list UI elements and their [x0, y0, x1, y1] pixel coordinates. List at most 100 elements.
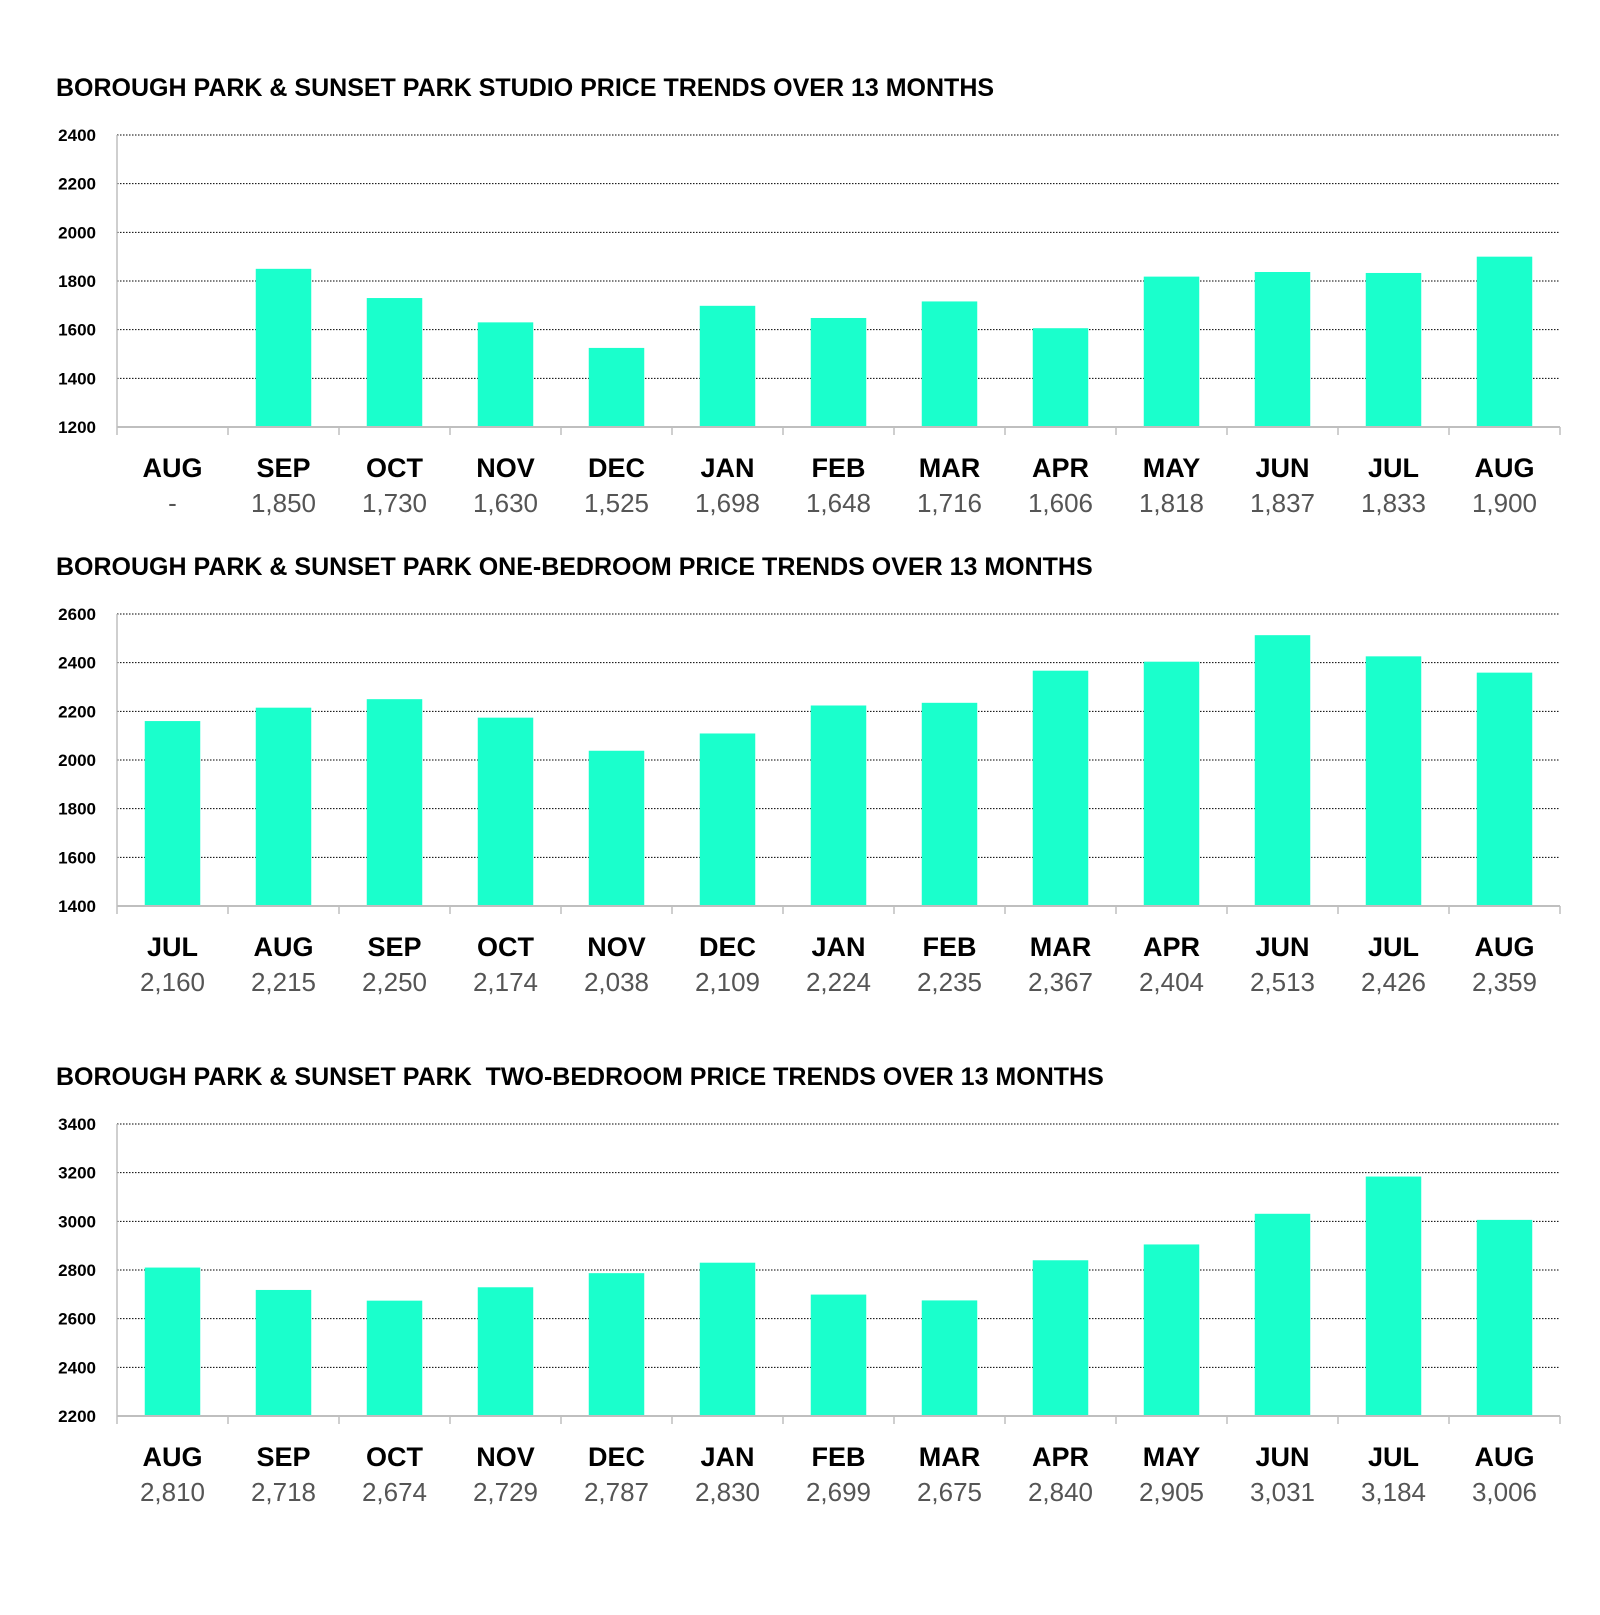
- x-tick-label: OCT: [477, 932, 535, 962]
- x-tick-label: DEC: [699, 932, 756, 962]
- bar: [1254, 271, 1311, 427]
- y-tick-label: 1600: [58, 321, 96, 340]
- x-tick-label: JUN: [1255, 932, 1309, 962]
- y-tick-label: 2000: [58, 751, 96, 770]
- two-bedroom-price-bar-chart: 2200 2400 2600 2800 3000 3200 3400 AUG 2,810 SEP 2…: [58, 1115, 1561, 1507]
- bar: [921, 702, 978, 906]
- bar: [810, 705, 867, 906]
- x-tick-label: APR: [1032, 1442, 1089, 1472]
- x-tick-label: AUG: [143, 453, 203, 483]
- chart-title: BOROUGH PARK & SUNSET PARK ONE-BEDROOM P…: [56, 553, 1093, 581]
- x-tick-label: OCT: [366, 1442, 424, 1472]
- x-tick-label: SEP: [367, 932, 421, 962]
- x-tick-label: DEC: [588, 1442, 645, 1472]
- data-label: 2,367: [1028, 967, 1093, 997]
- bar: [1032, 670, 1089, 906]
- bar: [1143, 661, 1200, 906]
- x-tick-label: SEP: [256, 453, 310, 483]
- bar: [366, 298, 423, 427]
- data-label: 2,513: [1250, 967, 1315, 997]
- data-label: 1,698: [695, 488, 760, 518]
- x-tick-label: JAN: [811, 932, 865, 962]
- studio-price-bar-chart: 1200 1400 1600 1800 2000 2200 2400 AUG - SEP 1,850…: [58, 126, 1561, 518]
- y-tick-label: 2600: [58, 605, 96, 624]
- one-bedroom-chart-panel: BOROUGH PARK & SUNSET PARK ONE-BEDROOM P…: [0, 553, 1600, 1003]
- bar: [588, 1273, 645, 1416]
- x-tick-label: JUL: [1368, 932, 1419, 962]
- data-label: -: [168, 488, 177, 518]
- bar: [144, 1267, 201, 1416]
- data-label: 2,810: [140, 1477, 205, 1507]
- bar: [1365, 656, 1422, 906]
- x-tick-label: DEC: [588, 453, 645, 483]
- x-tick-label: AUG: [1475, 932, 1535, 962]
- x-tick-label: NOV: [476, 453, 535, 483]
- data-label: 2,359: [1472, 967, 1537, 997]
- x-tick-label: MAY: [1143, 1442, 1201, 1472]
- x-tick-label: JUL: [147, 932, 198, 962]
- x-tick-label: APR: [1143, 932, 1200, 962]
- data-label: 1,648: [806, 488, 871, 518]
- two-bedroom-chart-panel: BOROUGH PARK & SUNSET PARK TWO-BEDROOM P…: [0, 1063, 1600, 1513]
- x-tick-label: FEB: [923, 932, 977, 962]
- y-tick-label: 1400: [58, 897, 96, 916]
- data-label: 2,174: [473, 967, 538, 997]
- bar: [1143, 276, 1200, 427]
- data-label: 2,038: [584, 967, 649, 997]
- x-tick-label: MAR: [1030, 932, 1092, 962]
- y-tick-label: 2200: [58, 702, 96, 721]
- data-label: 2,718: [251, 1477, 316, 1507]
- chart-title: BOROUGH PARK & SUNSET PARK STUDIO PRICE …: [56, 74, 995, 102]
- x-tick-label: NOV: [476, 1442, 535, 1472]
- x-tick-label: AUG: [1475, 453, 1535, 483]
- studio-chart-panel: BOROUGH PARK & SUNSET PARK STUDIO PRICE …: [0, 74, 1600, 524]
- bar: [921, 301, 978, 427]
- bar: [255, 1289, 312, 1416]
- bar: [1365, 1176, 1422, 1416]
- data-label: 2,160: [140, 967, 205, 997]
- x-tick-label: JAN: [700, 453, 754, 483]
- y-tick-label: 3400: [58, 1115, 96, 1134]
- x-tick-label: JUL: [1368, 453, 1419, 483]
- data-label: 1,850: [251, 488, 316, 518]
- bar: [810, 317, 867, 427]
- bar: [810, 1294, 867, 1416]
- bar: [477, 322, 534, 427]
- y-tick-label: 3200: [58, 1164, 96, 1183]
- y-tick-label: 2200: [58, 175, 96, 194]
- data-label: 1,818: [1139, 488, 1204, 518]
- y-tick-label: 3000: [58, 1212, 96, 1231]
- bar: [699, 305, 756, 427]
- data-label: 1,525: [584, 488, 649, 518]
- bar: [1032, 328, 1089, 427]
- x-tick-label: MAR: [919, 453, 981, 483]
- bar: [921, 1300, 978, 1416]
- data-label: 2,250: [362, 967, 427, 997]
- x-tick-label: APR: [1032, 453, 1089, 483]
- data-label: 3,184: [1361, 1477, 1426, 1507]
- bar: [588, 347, 645, 427]
- bar: [366, 699, 423, 906]
- y-tick-label: 2200: [58, 1407, 96, 1426]
- data-label: 2,699: [806, 1477, 871, 1507]
- bar: [699, 1262, 756, 1416]
- x-tick-label: FEB: [812, 1442, 866, 1472]
- data-label: 1,606: [1028, 488, 1093, 518]
- data-label: 1,837: [1250, 488, 1315, 518]
- data-label: 1,630: [473, 488, 538, 518]
- x-tick-label: AUG: [1475, 1442, 1535, 1472]
- bar: [144, 721, 201, 906]
- bar: [1143, 1244, 1200, 1416]
- data-label: 2,787: [584, 1477, 649, 1507]
- bar: [477, 1287, 534, 1416]
- y-tick-label: 1200: [58, 418, 96, 437]
- y-tick-label: 2000: [58, 223, 96, 242]
- data-label: 1,730: [362, 488, 427, 518]
- x-tick-label: SEP: [256, 1442, 310, 1472]
- bar: [699, 733, 756, 906]
- bar: [1476, 1219, 1533, 1416]
- x-tick-label: JUL: [1368, 1442, 1419, 1472]
- x-tick-label: JUN: [1255, 1442, 1309, 1472]
- y-tick-label: 2400: [58, 1358, 96, 1377]
- y-tick-label: 2800: [58, 1261, 96, 1280]
